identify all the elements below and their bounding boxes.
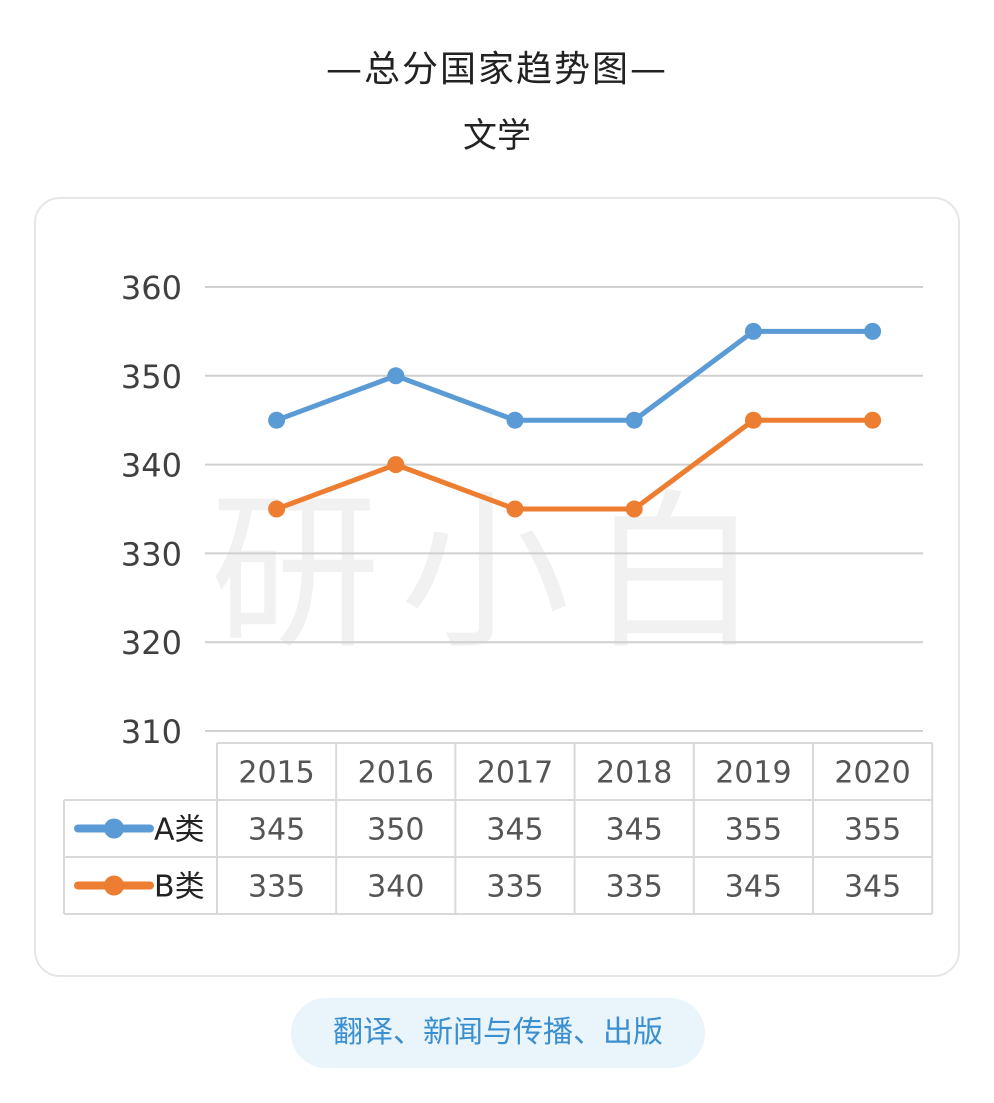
data-point (744, 411, 762, 429)
legend-swatch-marker (104, 875, 124, 896)
x-tick-label: 2015 (238, 756, 314, 791)
chart-title: —总分国家趋势图— (325, 49, 668, 90)
data-table-value: 355 (725, 813, 782, 848)
data-table: 2015 2016 2017 2018 2019 2020 A类 345 350 345 345 35… (63, 742, 934, 915)
y-tick-label: 330 (121, 535, 182, 573)
data-point (268, 411, 286, 429)
data-point (268, 500, 286, 518)
data-table-value: 345 (606, 813, 663, 848)
data-table-value: 345 (248, 813, 305, 848)
data-table-value: 345 (725, 870, 782, 905)
data-table-value: 335 (486, 870, 543, 905)
data-point (506, 500, 524, 518)
x-tick-label: 2018 (596, 756, 672, 791)
data-table-value: 335 (606, 870, 663, 905)
series-line (274, 417, 876, 512)
watermark: 研小白 (210, 475, 780, 673)
category-tag[interactable]: 翻译、新闻与传播、出版 (291, 998, 705, 1068)
data-table-value: 345 (486, 813, 543, 848)
y-tick-label: 360 (121, 269, 182, 307)
data-table-value: 340 (367, 870, 424, 905)
series-lines (268, 322, 882, 518)
data-table-value: 345 (844, 870, 901, 905)
y-tick-label: 350 (121, 358, 182, 396)
x-tick-label: 2017 (477, 756, 553, 791)
data-point (506, 411, 524, 429)
legend-swatch-marker (104, 818, 124, 839)
legend-label: B类 (154, 870, 205, 905)
data-point (864, 322, 882, 340)
data-table-value: 350 (367, 813, 424, 848)
y-tick-label: 320 (121, 624, 182, 662)
chart-subtitle: 文学 (463, 116, 531, 156)
grid-lines (205, 286, 923, 732)
x-tick-label: 2020 (834, 756, 910, 791)
data-point (387, 367, 405, 385)
data-point (625, 500, 643, 518)
y-tick-label: 340 (121, 447, 182, 485)
x-tick-label: 2016 (358, 756, 434, 791)
data-point (625, 411, 643, 429)
y-tick-label: 310 (121, 713, 182, 751)
data-point (744, 322, 762, 340)
data-table-value: 355 (844, 813, 901, 848)
data-table-value: 335 (248, 870, 305, 905)
y-axis-ticks: 310 320 330 340 350 360 (121, 269, 182, 751)
data-point (387, 456, 405, 474)
x-tick-label: 2019 (715, 756, 791, 791)
legend-label: A类 (154, 813, 205, 848)
data-point (864, 411, 882, 429)
series-line (274, 328, 876, 423)
chart-card (34, 197, 960, 977)
